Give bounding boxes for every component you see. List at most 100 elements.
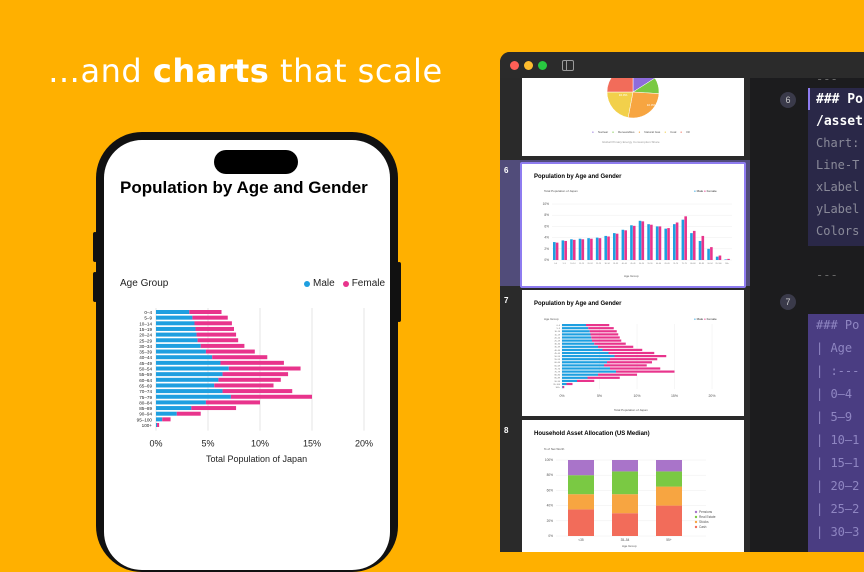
male-bar [724,259,728,260]
y-tick-label: 80% [547,473,554,477]
y-tick-label: 50–54 [139,367,152,372]
x-tick-label: 10% [633,394,640,398]
female-bar [220,360,284,365]
y-tick-label: 40% [547,504,554,508]
male-bar [621,229,625,260]
female-bar [692,230,696,260]
y-tick-label: 0% [548,534,553,538]
slide-thumbnail-6[interactable]: Population by Age and Gender Total Popul… [520,162,746,288]
male-bar [562,379,577,382]
male-bar [647,224,650,260]
x-tick-label: 15–19 [579,263,584,265]
legend-swatch-icon: ● [694,189,696,193]
headline: …and charts that scale [48,52,443,90]
y-tick-label: 80–84 [139,400,152,405]
male-bar [604,235,608,260]
zoom-window-button[interactable] [538,61,547,70]
female-bar [701,235,705,260]
y-tick-label: 55–59 [139,372,152,377]
female-bar [727,258,730,260]
female-bar [586,324,610,327]
slide-thumbnail-5[interactable]: 16.0% 10.0% ● Nuclear ● Renewables ● Natural… [522,78,744,156]
y-tick-label: 20–24 [139,333,152,338]
female-bar [590,333,619,336]
x-tick-label: 55–59 [647,263,652,265]
phone-population-chart: 0% 5% 10% 15% 20%0–45–910–1415–1920–2425–293… [137,308,373,449]
y-tick-label: 30–34 [139,344,152,349]
phone-chart-title: Population by Age and Gender [120,178,368,197]
male-bar [156,315,193,320]
pie-slice [606,78,634,93]
female-bar [581,239,585,260]
male-bar [156,360,221,365]
code-line: Chart: [816,136,860,150]
female-bar [602,348,643,351]
y-tick-label: 80–84 [554,375,560,377]
female-bar [614,355,667,358]
male-bar [156,321,195,326]
slide-thumbnail-8[interactable]: Household Asset Allocation (US Median) %… [522,420,744,552]
slide-thumbnail-7[interactable]: Population by Age and Gender Age Group ●… [522,290,744,416]
male-bar [562,330,590,333]
male-bar [562,386,563,389]
slide6-subtitle: Total Population of Japan [544,189,578,193]
stacked-segment [612,494,638,514]
markdown-editor[interactable]: --- 6 ### Po/asset Chart: Line-T xLabel yLab… [750,72,864,552]
legend-swatch-icon: ● [704,189,706,193]
y-tick-label: 45–49 [554,353,560,355]
legend-label: Real Estate [699,515,716,519]
stacked-segment [656,460,682,472]
code-line: | 0–4 [816,387,853,401]
y-tick-label: 15–19 [139,327,152,332]
slide8-stacked-chart: 0% 20% 40% 60% 80% 100% <35 35–54 55+ PensionsRea… [545,458,716,542]
x-tick-label: 65–69 [665,263,670,265]
female-bar [555,242,559,260]
female-bar [589,330,617,333]
y-tick-label: 5–9 [557,328,561,330]
male-bar [156,377,219,382]
female-bar [205,349,255,354]
female-bar [189,310,222,314]
stacked-segment [612,513,638,536]
table-block [808,314,864,552]
y-tick-label: 20% [547,519,554,523]
male-bar [698,240,702,260]
y-tick-label: 35–39 [139,350,152,355]
male-bar [156,349,206,354]
male-bar [156,343,201,348]
female-bar [192,315,228,320]
male-bar [562,361,607,364]
slide6-title: Population by Age and Gender [534,174,622,180]
female-bar [684,216,687,260]
female-bar [592,339,622,342]
sidebar-toggle-icon[interactable] [562,60,574,71]
female-bar [230,394,312,399]
male-bar [156,389,223,394]
female-legend-swatch [342,280,349,287]
female-bar [598,238,602,260]
y-tick-label: 70–74 [139,389,152,394]
y-tick-label: 20–24 [554,337,560,339]
slide6-legend: ● Male ● Female [694,189,717,193]
male-bar [561,240,565,260]
y-tick-label: 100+ [142,423,153,428]
male-bar [673,224,676,260]
code-line: xLabel [816,180,860,194]
male-bar [156,310,190,314]
code-line: yLabel [816,202,860,216]
y-tick-label: 95–100 [137,417,153,422]
male-bar [681,219,685,260]
female-bar [667,228,670,260]
code-line: Colors [816,224,860,238]
y-tick-label: 2% [544,247,549,251]
close-window-button[interactable] [510,61,519,70]
female-bar [162,417,171,422]
code-line: | 10–1 [816,433,860,447]
minimize-window-button[interactable] [524,61,533,70]
y-tick-label: 75–79 [554,372,560,374]
block-badge-6: 6 [780,92,796,108]
x-tick-label: 10–14 [570,263,575,265]
x-tick-label: 20% [708,394,715,398]
pie-legend-gas: Natural Gas [644,130,661,134]
male-bar [156,332,197,337]
